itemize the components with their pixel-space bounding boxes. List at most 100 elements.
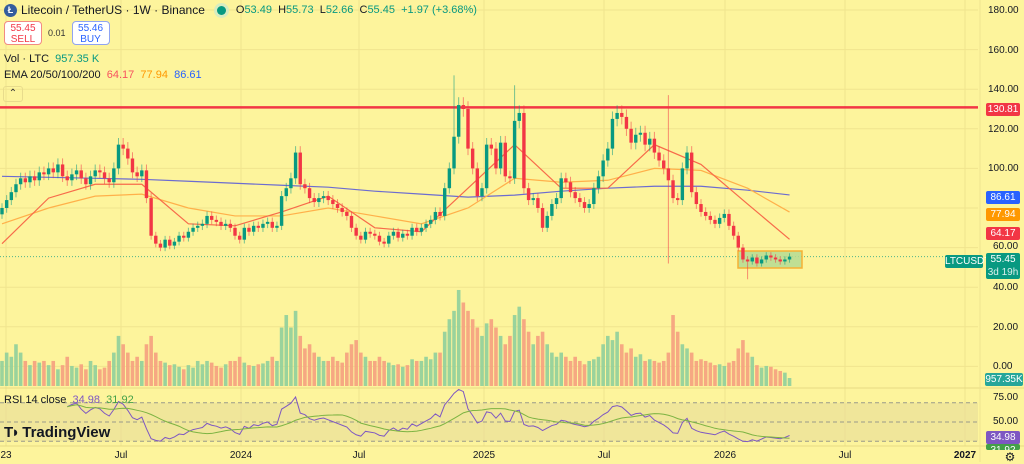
tradingview-logo[interactable]: T◗ TradingView	[4, 424, 111, 441]
candle-body	[512, 120, 517, 179]
candle-body	[615, 112, 619, 119]
volume-bar	[382, 360, 386, 386]
volume-bar	[368, 360, 372, 386]
candle-body	[405, 233, 410, 236]
volume-bar	[438, 352, 442, 386]
volume-bar	[428, 359, 433, 386]
candle-body	[606, 148, 610, 161]
volume-legend[interactable]: Vol · LTC 957.35 K	[4, 53, 100, 65]
ema200-line	[1, 175, 790, 198]
symbol-legend: Ł Litecoin / TetherUS · 1W · Binance O53…	[4, 3, 477, 17]
volume-bar	[573, 356, 577, 386]
candle-body	[745, 259, 750, 262]
candle-body	[461, 105, 466, 109]
candle-body	[88, 176, 93, 185]
volume-bar	[703, 360, 708, 386]
volume-bar	[377, 356, 382, 386]
candle-body	[23, 178, 27, 183]
candle-body	[205, 215, 209, 224]
price-axis-label: 160.00	[988, 45, 1019, 56]
symbol-title[interactable]: Litecoin / TetherUS · 1W · Binance	[21, 3, 205, 17]
ema-legend[interactable]: EMA 20/50/100/200 64.17 77.94 86.61	[4, 69, 202, 81]
sell-button[interactable]: 55.45 SELL	[4, 21, 42, 45]
candle-body	[587, 204, 591, 208]
volume-bar	[536, 335, 540, 386]
candle-body	[545, 215, 549, 228]
volume-bar	[186, 365, 191, 386]
volume-bar	[9, 356, 14, 386]
candle-body	[717, 217, 722, 224]
volume-bar	[769, 366, 773, 386]
volume-bar	[452, 310, 456, 386]
settings-gear-icon[interactable]: ⚙	[1004, 450, 1016, 464]
candle-body	[28, 176, 32, 183]
candle-body	[778, 259, 782, 262]
volume-bar	[755, 365, 759, 386]
candle-body	[671, 180, 675, 199]
time-axis-label: Jul	[352, 450, 366, 461]
volume-bar	[214, 365, 219, 386]
volume-bar	[773, 369, 778, 386]
volume-bar	[405, 365, 410, 386]
volume-bar	[256, 364, 261, 386]
candle-body	[298, 152, 302, 185]
candle-body	[531, 198, 535, 201]
volume-bar	[592, 359, 596, 386]
volume-bar	[727, 362, 731, 386]
candle-body	[694, 192, 699, 205]
volume-bar	[279, 327, 284, 386]
volume-bar	[102, 367, 107, 386]
volume-bar	[321, 360, 326, 386]
volume-bar	[540, 331, 545, 386]
time-axis-label: 23	[0, 450, 12, 461]
volume-bar	[731, 360, 736, 386]
price-axis-label: 40.00	[993, 282, 1019, 293]
volume-bar	[680, 344, 685, 386]
volume-bar	[4, 352, 9, 386]
rsi-axis-label: 75.00	[993, 392, 1019, 403]
volume-bar	[619, 344, 624, 386]
volume-bar	[28, 365, 32, 386]
candle-body	[713, 219, 717, 224]
buy-button[interactable]: 55.46 BUY	[71, 21, 110, 45]
candle-body	[550, 204, 554, 216]
candle-body	[657, 152, 661, 161]
candle-body	[643, 132, 647, 145]
volume-bar	[629, 348, 633, 386]
volume-bar	[503, 344, 508, 386]
volume-bar	[745, 352, 750, 386]
candle-body	[279, 196, 284, 226]
volume-bar	[153, 352, 158, 386]
volume-bar	[596, 356, 601, 386]
candle-body	[438, 211, 442, 216]
volume-bar	[23, 360, 28, 386]
candle-body	[60, 164, 65, 177]
candle-body	[349, 215, 354, 228]
volume-bar	[14, 344, 18, 386]
candle-body	[708, 215, 713, 220]
candle-body	[4, 200, 9, 208]
candle-body	[210, 215, 214, 220]
candle-body	[289, 178, 293, 189]
candle-body	[741, 247, 745, 260]
candle-body	[126, 148, 130, 159]
tradingview-mark-icon: T◗	[4, 424, 20, 441]
candle-body	[214, 219, 219, 222]
candle-body	[554, 198, 559, 205]
candle-body	[662, 160, 666, 169]
volume-bar	[512, 315, 517, 386]
candle-body	[783, 259, 787, 262]
candle-body	[242, 227, 247, 240]
volume-bar	[587, 360, 591, 386]
candle-body	[522, 112, 526, 189]
litecoin-logo-icon: Ł	[4, 3, 17, 17]
candle-body	[116, 144, 121, 169]
volume-bar	[694, 360, 699, 386]
collapse-legend-button[interactable]: ⌃	[3, 86, 23, 102]
rsi-legend[interactable]: RSI 14 close 34.98 31.92	[4, 394, 134, 406]
volume-bar	[675, 331, 680, 386]
volume-bar	[759, 367, 764, 386]
volume-bar	[223, 364, 228, 386]
volume-bar	[447, 319, 452, 386]
